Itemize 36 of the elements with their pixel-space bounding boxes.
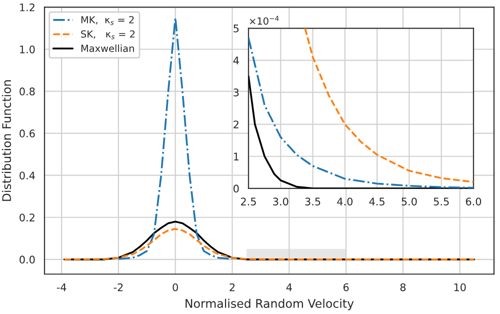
x-tick-label: 8	[400, 283, 406, 292]
y-tick-label: 3	[234, 88, 239, 96]
y-tick-label: 1.0	[20, 45, 35, 54]
x-tick-label: 6.0	[466, 198, 482, 206]
y-tick-label: 0.6	[20, 130, 35, 138]
x-tick-label: 4.0	[337, 198, 353, 206]
y-axis-title: Distribution Function	[2, 80, 12, 201]
y-tick-label: 0.0	[20, 256, 35, 264]
x-tick-label: -4	[56, 283, 66, 292]
x-tick-label: 6	[343, 283, 349, 292]
x-tick-label: 5.5	[434, 198, 449, 206]
x-axis-title: Normalised Random Velocity	[186, 298, 354, 310]
y-tick-label: 5	[234, 24, 239, 32]
x-tick-label: 0	[172, 283, 178, 292]
y-tick-label: 1.2	[20, 3, 34, 12]
x-tick-label: 3.5	[305, 198, 320, 206]
y-tick-label: 0.2	[20, 214, 34, 222]
annotation: ×10$^{−4}$	[250, 16, 279, 25]
line-series	[64, 228, 475, 260]
x-tick-label: 2.5	[240, 198, 256, 206]
y-tick-label: 4	[233, 56, 239, 64]
x-tick-label: 3.0	[273, 198, 288, 206]
x-tick-label: 10	[454, 283, 466, 292]
y-tick-label: 1	[234, 152, 239, 160]
x-tick-label: 5.0	[402, 198, 417, 206]
x-tick-label: -2	[114, 283, 123, 292]
x-tick-label: 4	[286, 283, 292, 292]
x-tick-label: 4.5	[369, 198, 384, 206]
y-tick-label: 2	[234, 120, 238, 128]
y-tick-label: 0.4	[20, 172, 35, 180]
legend-label: Maxwellian	[81, 44, 134, 52]
line-series	[304, 28, 474, 183]
legend-label: MK, κ$_{s}$ = 2	[81, 16, 134, 25]
y-tick-label: 0.8	[20, 88, 35, 96]
legend-label: SK, κ$_{s}$ = 2	[81, 30, 135, 40]
y-tick-label: 0	[234, 184, 239, 193]
